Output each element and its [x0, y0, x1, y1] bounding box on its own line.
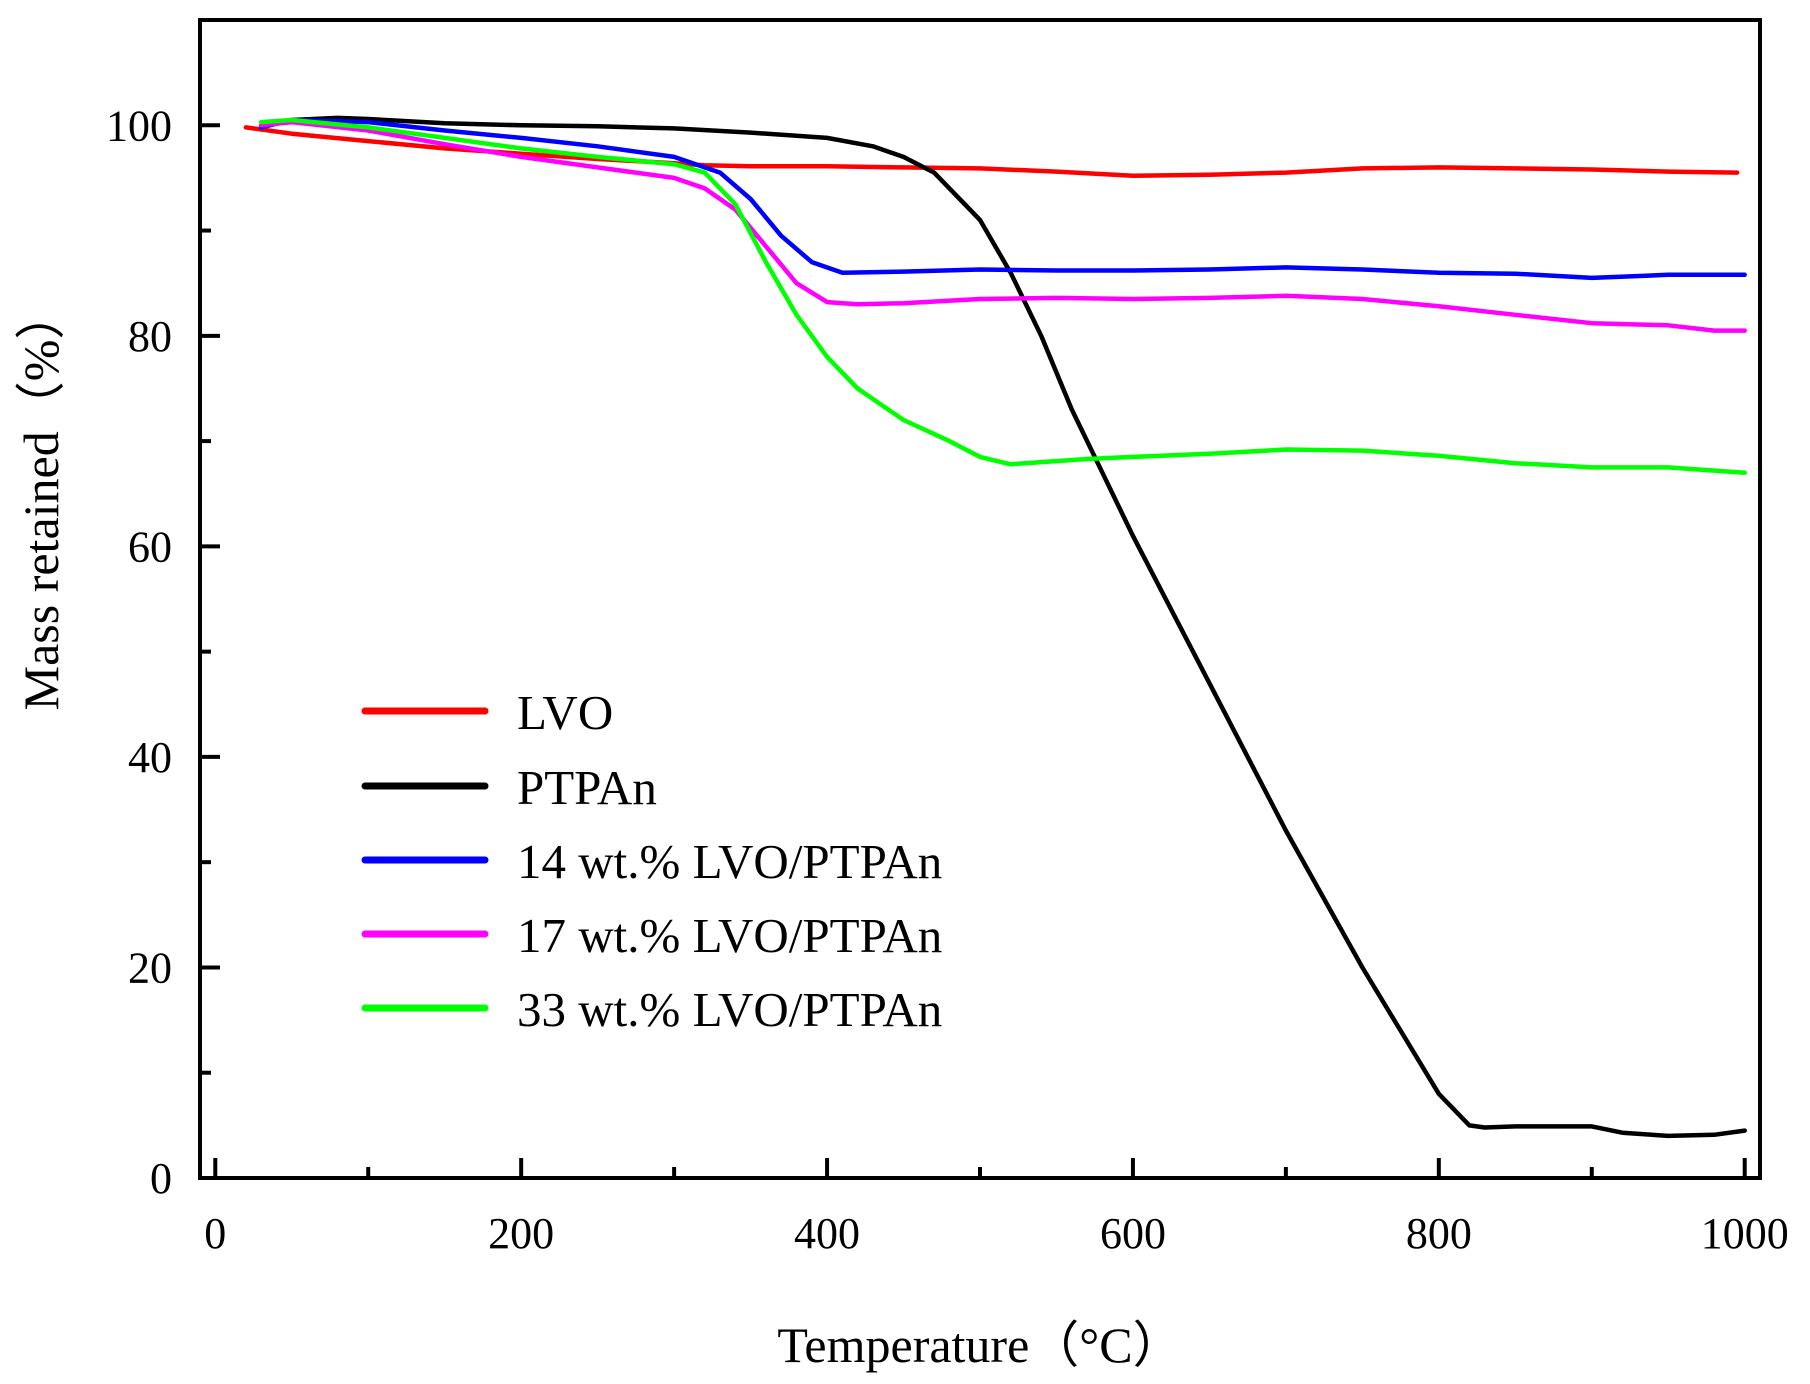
x-tick-label: 600	[1100, 1209, 1166, 1258]
series-line-ptpan	[258, 115, 1747, 1139]
plot-frame	[198, 18, 1762, 1180]
legend-label-17wt: 17 wt.% LVO/PTPAn	[517, 908, 942, 963]
y-tick-label: 0	[150, 1154, 172, 1203]
series-line-33wt	[258, 117, 1747, 475]
series-line-17wt	[258, 119, 1747, 333]
legend-label-33wt: 33 wt.% LVO/PTPAn	[517, 982, 942, 1037]
y-tick-label: 60	[128, 522, 172, 571]
y-axis-title: Mass retained（%）	[13, 290, 69, 711]
y-tick-label: 100	[106, 101, 172, 150]
series-line-14wt	[258, 117, 1747, 281]
y-tick-label: 40	[128, 733, 172, 782]
x-axis-title: Temperature（°C）	[777, 1317, 1182, 1373]
legend-label-lvo: LVO	[517, 685, 613, 740]
series-group	[243, 115, 1747, 1139]
x-tick-label: 1000	[1701, 1209, 1789, 1258]
x-tick-label: 800	[1406, 1209, 1472, 1258]
y-tick-label: 20	[128, 943, 172, 992]
x-tick-label: 0	[204, 1209, 226, 1258]
legend-label-ptpan: PTPAn	[517, 760, 657, 815]
axis-tick-labels: 0 200 400 600 800 1000 0 20 40 60 80 100	[106, 101, 1789, 1258]
legend-label-14wt: 14 wt.% LVO/PTPAn	[517, 834, 942, 889]
x-tick-label: 400	[794, 1209, 860, 1258]
axis-ticks	[200, 123, 1747, 1180]
y-tick-label: 80	[128, 312, 172, 361]
legend: LVO PTPAn 14 wt.% LVO/PTPAn 17 wt.% LVO/…	[361, 685, 942, 1037]
x-tick-label: 200	[488, 1209, 554, 1258]
